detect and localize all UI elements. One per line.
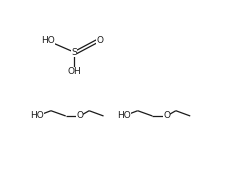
Text: O: O (76, 111, 84, 121)
Text: HO: HO (41, 36, 55, 45)
Text: S: S (71, 48, 77, 57)
Text: HO: HO (117, 111, 131, 121)
Text: O: O (96, 36, 103, 45)
Text: OH: OH (67, 67, 81, 76)
Text: HO: HO (30, 111, 44, 121)
Text: O: O (163, 111, 170, 121)
